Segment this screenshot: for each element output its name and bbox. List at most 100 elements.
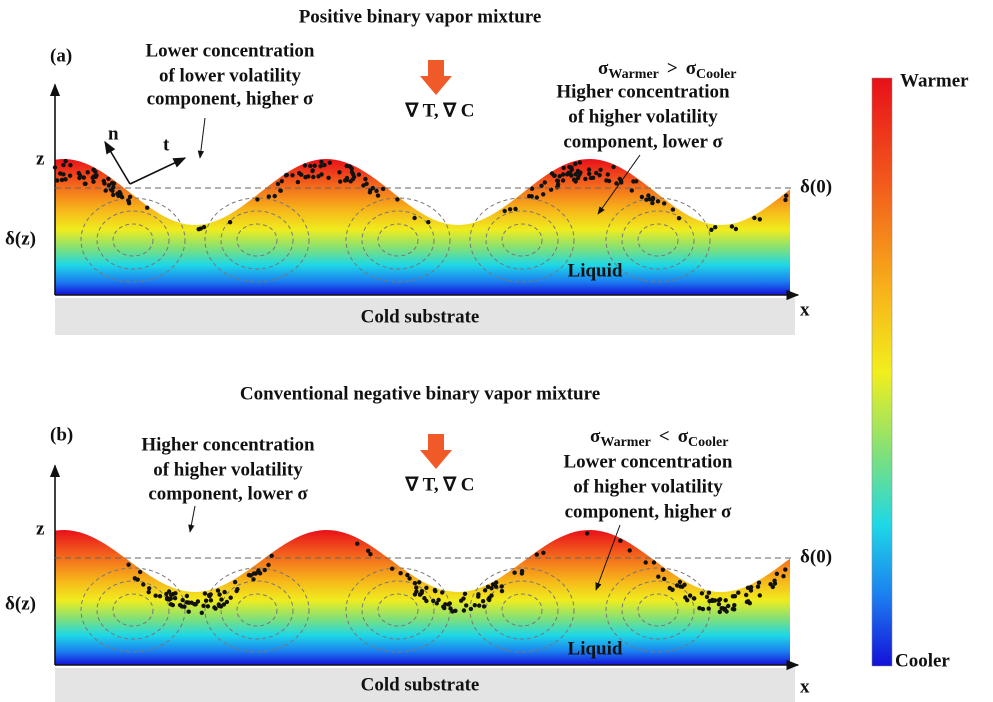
sigma-symbol: σ: [598, 58, 609, 79]
solute-dot: [756, 585, 760, 589]
solute-dot: [784, 194, 788, 198]
solute-dot: [270, 554, 274, 558]
solute-dot: [217, 592, 221, 596]
right-annotation-line: Higher concentration: [556, 81, 730, 102]
solute-dot: [482, 604, 486, 608]
solute-dot: [500, 589, 504, 593]
solute-dot: [219, 597, 223, 601]
solute-dot: [634, 179, 638, 183]
solute-dot: [187, 610, 191, 614]
solute-dot: [604, 178, 608, 182]
solute-dot: [731, 607, 735, 611]
solute-dot: [736, 591, 740, 595]
sigma-subscript: Warmer: [608, 67, 659, 82]
solute-dot: [555, 185, 559, 189]
solute-dot: [171, 603, 175, 607]
solute-dot: [61, 163, 65, 167]
solute-dot: [783, 567, 787, 571]
solute-dot: [775, 572, 779, 576]
solute-dot: [448, 601, 452, 605]
solute-dot: [351, 177, 355, 181]
solute-dot: [469, 607, 473, 611]
solute-dot: [185, 594, 189, 598]
solute-dot: [173, 596, 177, 600]
solute-dot: [209, 592, 213, 596]
solute-dot: [154, 594, 158, 598]
solute-dot: [266, 563, 270, 567]
solute-dot: [252, 571, 256, 575]
solute-dot: [111, 185, 115, 189]
right-annotation-line: component, higher σ: [565, 501, 732, 522]
solute-dot: [63, 177, 67, 181]
solute-dot: [677, 216, 681, 220]
solute-dot: [618, 539, 622, 543]
sigma-symbol: σ: [590, 426, 601, 447]
solute-dot: [78, 173, 82, 177]
solute-dot: [225, 600, 229, 604]
solute-dot: [463, 592, 467, 596]
solute-dot: [251, 577, 255, 581]
solute-dot: [310, 169, 314, 173]
solute-dot: [587, 172, 591, 176]
solute-dot: [255, 197, 259, 201]
solute-dot: [656, 575, 660, 579]
solute-dot: [494, 580, 498, 584]
z-axis-label: z: [36, 148, 45, 169]
solute-dot: [361, 183, 365, 187]
solute-dot: [280, 179, 284, 183]
solute-dot: [520, 571, 524, 575]
sigma-relation: σWarmer>σCooler: [598, 58, 736, 82]
solute-dot: [209, 598, 213, 602]
solute-dot: [692, 596, 696, 600]
solute-dot: [700, 591, 704, 595]
solute-dot: [500, 584, 504, 588]
solute-dot: [678, 580, 682, 584]
solute-dot: [355, 542, 359, 546]
solute-dot: [671, 207, 675, 211]
solute-dot: [781, 574, 785, 578]
solute-dot: [662, 577, 666, 581]
solute-dot: [319, 172, 323, 176]
solute-dot: [772, 579, 776, 583]
solute-dot: [530, 187, 534, 191]
solute-dot: [734, 227, 738, 231]
solute-dot: [718, 597, 722, 601]
solute-dot: [481, 599, 485, 603]
solute-dot: [758, 593, 762, 597]
solute-dot: [718, 610, 722, 614]
solute-dot: [561, 178, 565, 182]
solute-dot: [713, 225, 717, 229]
right-annotation-line: of higher volatility: [568, 106, 718, 127]
solute-dot: [572, 178, 576, 182]
solute-dot: [256, 568, 260, 572]
solute-dot: [464, 603, 468, 607]
solute-dot: [707, 591, 711, 595]
solute-dot: [147, 586, 151, 590]
solute-dot: [299, 173, 303, 177]
solute-dot: [398, 571, 402, 575]
solute-dot: [477, 603, 481, 607]
solute-dot: [279, 189, 283, 193]
solute-dot: [752, 216, 756, 220]
solute-dot: [530, 194, 534, 198]
solute-dot: [535, 552, 539, 556]
solute-dot: [147, 590, 151, 594]
solute-dot: [640, 195, 644, 199]
solute-dot: [247, 573, 251, 577]
solute-dot: [326, 176, 330, 180]
solute-dot: [724, 598, 728, 602]
solute-dot: [426, 220, 430, 224]
solute-dot: [462, 608, 466, 612]
solute-dot: [92, 168, 96, 172]
sigma-relation-sign: >: [667, 58, 678, 79]
solute-dot: [757, 581, 761, 585]
solute-dot: [461, 596, 465, 600]
solute-dot: [670, 588, 674, 592]
solute-dot: [650, 201, 654, 205]
solute-dot: [212, 605, 216, 609]
solute-dot: [745, 600, 749, 604]
solute-dot: [107, 183, 111, 187]
solute-dot: [303, 175, 307, 179]
solute-dot: [577, 173, 581, 177]
solute-dot: [628, 548, 632, 552]
